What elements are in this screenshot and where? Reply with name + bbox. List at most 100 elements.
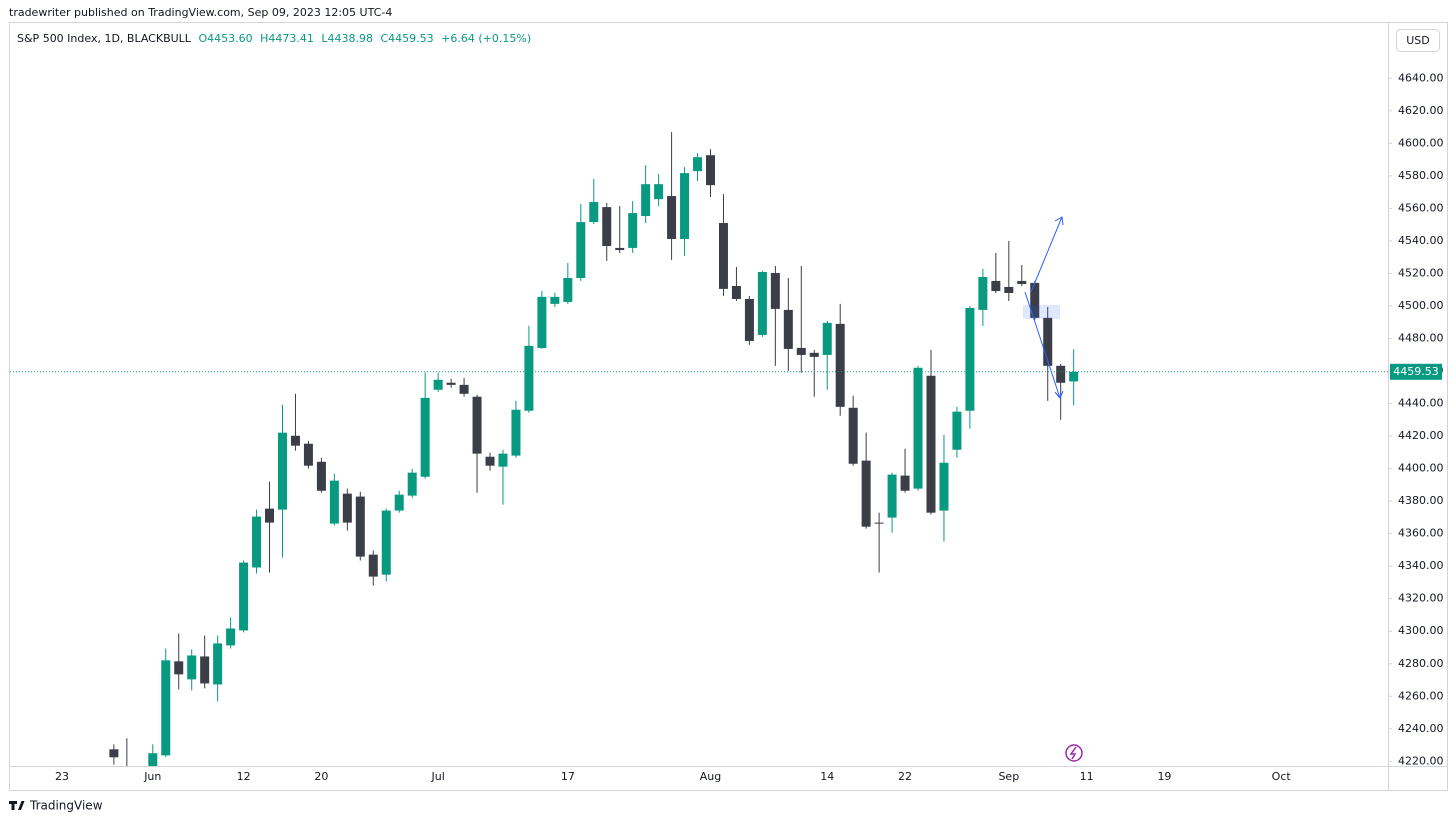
candle-body xyxy=(277,432,287,510)
event-icon[interactable] xyxy=(1065,744,1083,762)
candle-body xyxy=(874,522,884,524)
y-tick-label: 4520.00 xyxy=(1398,266,1444,279)
x-tick-label: 19 xyxy=(1157,770,1171,783)
y-tick-label: 4340.00 xyxy=(1398,559,1444,572)
candle-body xyxy=(446,382,456,385)
x-tick-label: Sep xyxy=(998,770,1019,783)
candle-body xyxy=(407,472,417,496)
candle-body xyxy=(991,280,1001,292)
x-tick-label: Oct xyxy=(1272,770,1292,783)
candle-body xyxy=(1056,365,1066,383)
y-tick-label: 4260.00 xyxy=(1398,689,1444,702)
x-tick-label: 17 xyxy=(561,770,575,783)
candle-body xyxy=(615,247,625,251)
candle-body xyxy=(174,661,184,675)
candle-body xyxy=(433,379,443,390)
candle-body xyxy=(926,375,936,513)
x-tick-label: 22 xyxy=(898,770,912,783)
candle-body xyxy=(848,407,858,464)
y-tick-label: 4440.00 xyxy=(1398,397,1444,410)
candle-body xyxy=(316,461,326,491)
candle-body xyxy=(667,196,677,239)
y-tick-label: 4240.00 xyxy=(1398,722,1444,735)
brand-name: TradingView xyxy=(29,799,103,813)
candle-body xyxy=(381,510,391,575)
candle-body xyxy=(329,480,339,524)
candle-body xyxy=(835,323,845,407)
candle-body xyxy=(770,272,780,309)
y-tick-label: 4380.00 xyxy=(1398,494,1444,507)
x-tick-label: Jul xyxy=(430,770,444,783)
candle-body xyxy=(576,222,586,279)
y-tick-label: 4300.00 xyxy=(1398,624,1444,637)
currency-button[interactable] xyxy=(1396,29,1440,52)
high-value: H4473.41 xyxy=(260,32,314,45)
low-value: L4438.98 xyxy=(321,32,373,45)
candle-body xyxy=(900,475,910,491)
open-value: O4453.60 xyxy=(198,32,252,45)
candle-body xyxy=(537,296,547,348)
candle-body xyxy=(861,460,871,527)
candle-body xyxy=(200,656,210,684)
candle-body xyxy=(342,493,352,523)
symbol: S&P 500 Index, 1D, BLACKBULL xyxy=(17,32,192,45)
brand-mark xyxy=(9,801,25,810)
candle-body xyxy=(303,443,313,466)
candle-body xyxy=(602,207,612,246)
x-tick-label: 20 xyxy=(314,770,328,783)
candle-body xyxy=(368,554,378,577)
change-value: +6.64 (+0.15%) xyxy=(441,32,531,45)
candle-body xyxy=(641,184,651,217)
candle-body xyxy=(654,184,664,200)
candle-body xyxy=(290,435,300,446)
candle-body xyxy=(693,157,703,172)
currency-label[interactable]: USD xyxy=(1406,34,1430,47)
candle-body xyxy=(239,562,249,631)
candle-body xyxy=(485,456,495,466)
candle-body xyxy=(213,643,223,685)
brand-logo: TradingView xyxy=(9,799,103,813)
candle-body xyxy=(109,749,119,758)
candle-body xyxy=(680,173,690,239)
x-tick-label: Jun xyxy=(143,770,161,783)
candle-body xyxy=(252,516,262,568)
candle-body xyxy=(1030,282,1040,318)
candle-body xyxy=(783,309,793,349)
y-tick-label: 4320.00 xyxy=(1398,592,1444,605)
y-tick-label: 4360.00 xyxy=(1398,527,1444,540)
symbol-legend: S&P 500 Index, 1D, BLACKBULL O4453.60 H4… xyxy=(17,32,531,45)
candle-body xyxy=(563,278,573,302)
candle-body xyxy=(913,367,923,489)
candle-body xyxy=(731,285,741,299)
candle-body xyxy=(809,352,819,357)
event-bolt[interactable] xyxy=(1069,746,1077,760)
candle-body xyxy=(887,474,897,518)
candle-body xyxy=(757,271,767,335)
y-tick-label: 4420.00 xyxy=(1398,429,1444,442)
candle-body xyxy=(498,453,508,467)
candle-body xyxy=(187,655,197,680)
candle-body xyxy=(420,397,430,477)
candle-body xyxy=(706,155,715,186)
y-tick-label: 4480.00 xyxy=(1398,332,1444,345)
down-arrow xyxy=(1024,291,1064,399)
y-tick-label: 4540.00 xyxy=(1398,234,1444,247)
candle-body xyxy=(952,411,962,450)
candle-body xyxy=(744,298,754,341)
candle-body xyxy=(1017,280,1027,285)
x-tick-label: 14 xyxy=(820,770,834,783)
price-label-bg xyxy=(1390,363,1442,380)
y-tick-label: 4640.00 xyxy=(1398,71,1444,84)
candle-body xyxy=(394,494,404,511)
event-circle[interactable] xyxy=(1065,744,1083,762)
candle-body xyxy=(1043,317,1053,366)
candle-body xyxy=(978,277,988,310)
y-tick-label: 4400.00 xyxy=(1398,462,1444,475)
candle-body xyxy=(226,628,236,646)
candle-body xyxy=(550,296,560,304)
up-arrow xyxy=(1030,216,1064,293)
publish-info: tradewriter published on TradingView.com… xyxy=(9,6,392,19)
candle-body xyxy=(355,496,365,557)
